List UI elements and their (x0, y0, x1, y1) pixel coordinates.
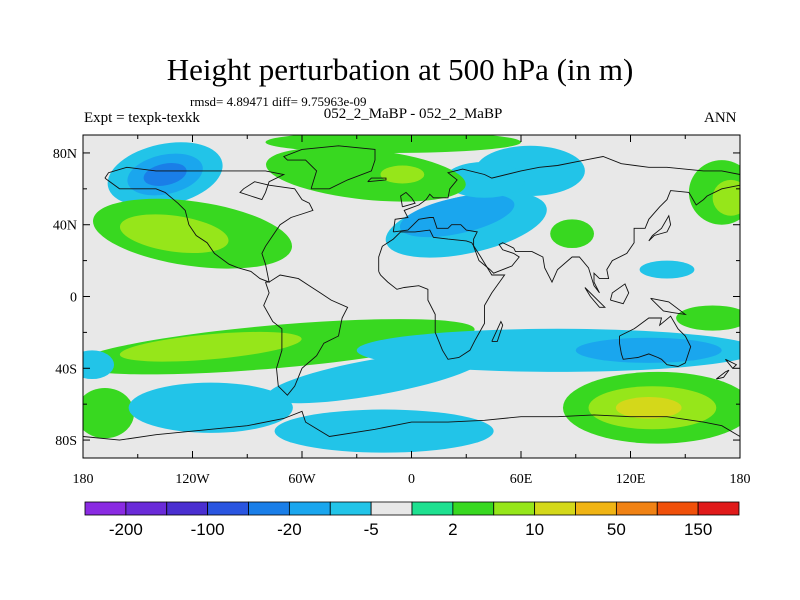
coastline-6 (282, 145, 376, 190)
field-contour-16 (265, 135, 521, 153)
colorbar-label: 150 (684, 520, 712, 539)
field-contour-9 (639, 260, 695, 279)
coastline-15 (367, 177, 387, 183)
colorbar-box-13 (615, 501, 658, 516)
field-contour-2 (143, 163, 187, 186)
coastline-10 (584, 287, 606, 308)
coastline-8 (491, 320, 504, 342)
map-plot-area (83, 135, 740, 458)
x-tick-label: 180 (730, 472, 751, 487)
colorbar-box-9 (452, 501, 495, 516)
colorbar-label: 10 (525, 520, 544, 539)
colorbar-box-0 (84, 501, 127, 516)
colorbar-box-7 (370, 501, 413, 516)
case-name: 052_2_MaBP - 052_2_MaBP (323, 106, 503, 122)
y-tick-label: 80S (55, 434, 77, 449)
colorbar-box-2 (166, 501, 209, 516)
field-contour-30 (615, 396, 682, 419)
colorbar-label: 2 (448, 520, 457, 539)
field-contour-7 (399, 194, 515, 238)
field-contour-25 (128, 382, 293, 433)
colorbar-box-12 (575, 501, 617, 516)
field-contour-15 (712, 179, 740, 216)
chart-title: Height perturbation at 500 hPa (in m) (166, 52, 634, 87)
x-tick-label: 0 (408, 472, 415, 487)
field-contour-13 (380, 165, 425, 184)
field-contour-12 (266, 147, 466, 202)
colorbar-label: -20 (277, 520, 302, 539)
colorbar-box-8 (411, 501, 454, 516)
map-axes: 180 120W 60W 0 60E 120E 180 80N 40N 0 40S 80S (53, 134, 751, 487)
colorbar-box-14 (656, 501, 699, 516)
field-contour-21 (83, 388, 135, 439)
colorbar-box-10 (493, 501, 536, 516)
colorbar-label: -100 (191, 520, 225, 539)
x-tick-label: 180 (73, 472, 94, 487)
colorbar-label: -200 (109, 520, 143, 539)
coastline-12 (650, 297, 687, 316)
coastline-9 (648, 214, 672, 242)
coastline-13 (725, 358, 738, 369)
colorbar-box-5 (288, 501, 331, 516)
colorbar-box-1 (125, 501, 168, 516)
x-tick-label: 120W (175, 472, 210, 487)
coastline-1 (263, 274, 349, 396)
colorbar: -200 -100 -20 -5 2 10 50 150 (84, 501, 740, 539)
coastline-14 (716, 369, 730, 380)
colorbar-box-4 (248, 501, 290, 516)
field-contour-19 (119, 331, 302, 362)
x-tick-label: 60W (288, 472, 316, 487)
colorbar-label: 50 (607, 520, 626, 539)
coastline-5 (83, 410, 740, 441)
coastline-7 (400, 191, 416, 208)
coastline-11 (609, 283, 630, 305)
y-tick-label: 40N (53, 219, 77, 234)
coastline-0 (104, 166, 314, 283)
field-contour-27 (83, 350, 115, 380)
colorbar-label: -5 (364, 520, 379, 539)
season-label: ANN (704, 110, 737, 126)
y-tick-label: 80N (53, 147, 77, 162)
field-contour-8 (444, 161, 525, 198)
coastline-3 (392, 156, 740, 294)
field-contour-24 (575, 337, 722, 363)
coastline-4 (619, 315, 692, 367)
field-contour-17 (550, 219, 594, 249)
stats-line: rmsd= 4.89471 diff= 9.75963e-09 (190, 94, 367, 109)
x-tick-label: 60E (510, 472, 533, 487)
colorbar-box-3 (207, 501, 249, 516)
colorbar-box-15 (697, 501, 740, 516)
colorbar-box-11 (534, 501, 576, 516)
experiment-label: Expt = texpk-texkk (84, 110, 200, 126)
y-tick-label: 0 (70, 291, 77, 306)
y-tick-label: 40S (55, 362, 77, 377)
field-contour-26 (274, 409, 494, 453)
coastline-2 (378, 229, 506, 360)
field-contour-11 (119, 214, 229, 254)
colorbar-box-6 (329, 501, 372, 516)
x-tick-label: 120E (616, 472, 646, 487)
field-contour-20 (676, 305, 740, 331)
